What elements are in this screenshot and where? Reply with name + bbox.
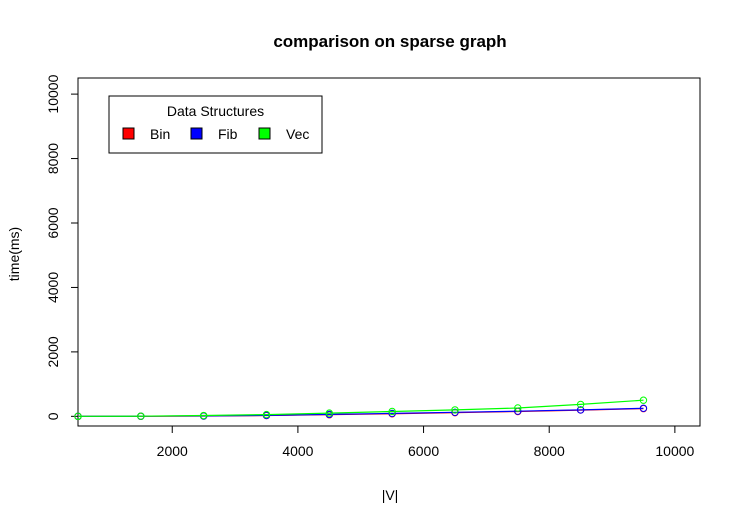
y-tick-label: 2000 <box>45 336 61 367</box>
legend-title: Data Structures <box>167 103 264 119</box>
x-tick-label: 10000 <box>655 443 694 459</box>
y-axis-label: time(ms) <box>6 227 22 281</box>
x-tick-label: 2000 <box>157 443 188 459</box>
data-point-vec <box>451 406 459 414</box>
legend-label-bin: Bin <box>150 126 170 142</box>
legend-label-fib: Fib <box>218 126 238 142</box>
y-tick-label: 6000 <box>45 207 61 238</box>
legend-swatch-vec <box>258 127 271 140</box>
legend-swatch-fib <box>190 127 203 140</box>
data-point-fib <box>388 409 396 418</box>
x-axis-label: |V| <box>382 487 399 503</box>
legend-label-vec: Vec <box>286 126 309 142</box>
x-tick-label: 4000 <box>282 443 313 459</box>
data-point-vec <box>388 407 396 416</box>
x-tick-label: 8000 <box>534 443 565 459</box>
y-tick-label: 8000 <box>45 143 61 174</box>
legend-swatch-bin <box>122 127 135 140</box>
y-tick-label: 4000 <box>45 272 61 303</box>
series-line-vec <box>77 399 644 417</box>
y-tick-label: 0 <box>45 412 61 420</box>
data-point-fib <box>639 404 648 412</box>
data-point-fib <box>451 408 459 417</box>
data-point-vec <box>262 410 271 419</box>
chart-title: comparison on sparse graph <box>273 32 506 51</box>
x-tick-label: 6000 <box>408 443 439 459</box>
y-tick-label: 10000 <box>45 74 61 113</box>
data-point-vec <box>325 409 334 417</box>
legend-box <box>108 95 323 154</box>
data-point-vec <box>137 412 145 420</box>
data-point-vec <box>514 404 522 412</box>
data-point-fib <box>576 406 585 414</box>
plot-frame <box>77 77 701 427</box>
data-point-vec <box>639 396 648 404</box>
data-point-vec <box>74 412 82 421</box>
data-point-vec <box>576 400 585 409</box>
data-point-vec <box>199 411 208 420</box>
